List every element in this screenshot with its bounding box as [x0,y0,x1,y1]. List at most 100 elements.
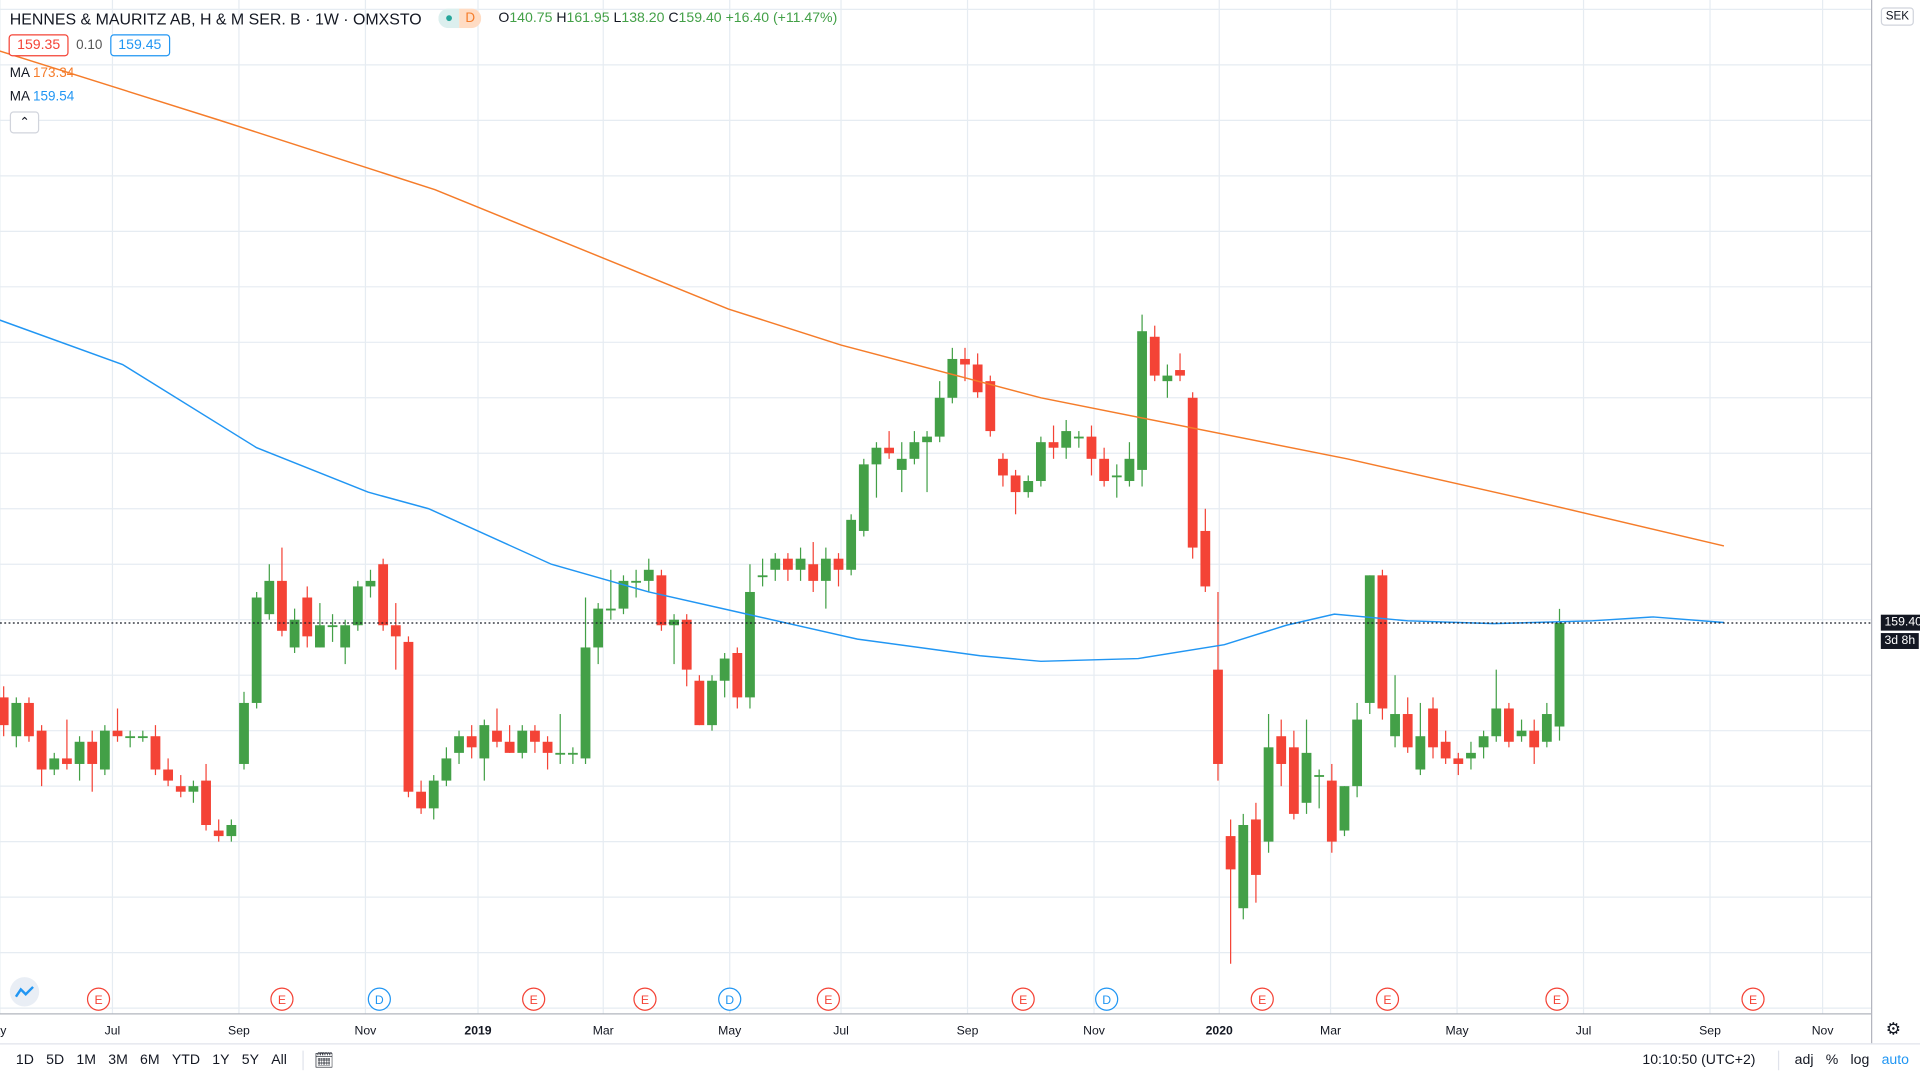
candle [1200,508,1211,592]
ma-label: MA [9,89,30,105]
candle [770,553,781,581]
candle [87,730,98,792]
candle-body [1364,575,1375,703]
currency-badge[interactable]: SEK [1880,7,1914,26]
earnings-marker[interactable]: E [633,987,657,1011]
ma-legend-2[interactable]: MA 159.54 [10,89,74,104]
scale-option-adj[interactable]: adj [1794,1053,1814,1068]
range-button-1m[interactable]: 1M [76,1053,96,1068]
candle-body [416,791,426,809]
candle-body [99,730,110,770]
candle [441,747,452,787]
candle [922,431,932,493]
candle [403,636,414,798]
candle-body [1516,730,1527,737]
candle [732,647,743,709]
price-axis[interactable] [1871,0,1920,1044]
candle-body [24,702,34,737]
candle [1402,697,1413,753]
earnings-marker[interactable]: E [270,987,294,1011]
candle-body [643,569,654,581]
x-tick-label: Sep [228,1024,250,1038]
candle-body [74,741,85,764]
candle-body [1023,481,1034,493]
candle [1225,819,1236,964]
candle [1554,608,1565,741]
candle-body [390,625,401,637]
candle [1504,702,1514,748]
earnings-marker[interactable]: E [1741,987,1765,1011]
symbol-title[interactable]: HENNES & MAURITZ AB, H & M SER. B · 1W ·… [9,9,422,28]
dividend-marker[interactable]: D [367,987,391,1011]
ma-label: MA [9,66,30,81]
event-circle [1741,987,1765,1011]
candle-body [1276,736,1287,764]
candle [757,558,768,587]
range-button-3m[interactable]: 3M [108,1053,128,1068]
settings-gear-icon[interactable]: ⚙ [1885,1018,1902,1039]
low-value: 138.20 [621,11,665,26]
chevron-up-icon[interactable]: ⌃ [9,111,40,134]
candle [0,686,9,737]
candle-body [542,741,553,753]
earnings-marker[interactable]: E [1250,987,1274,1011]
candle [1023,475,1034,498]
ma-legend-1[interactable]: MA 173.34 [10,66,74,81]
candle [1314,769,1325,809]
range-button-all[interactable]: All [271,1053,287,1068]
candle [567,747,578,764]
bid-price[interactable]: 159.35 [8,34,69,57]
candle-body [1073,436,1084,439]
high-value: 161.95 [566,11,610,26]
candle [315,603,325,648]
spread: 0.10 [76,37,103,53]
scale-option-percent[interactable]: % [1825,1053,1839,1068]
candle-body [403,641,414,792]
exchange: OMXSTO [352,9,422,28]
candle-body [327,625,338,628]
close-label: C [668,11,679,26]
candle-body [820,558,831,581]
range-button-5y[interactable]: 5Y [241,1053,259,1068]
earnings-marker[interactable]: E [1011,987,1035,1011]
clock-time[interactable]: 10:10:50 (UTC+2) [1642,1053,1756,1068]
earnings-marker[interactable]: E [1545,987,1569,1011]
candle-body [150,736,161,770]
candle-body [163,769,174,781]
range-button-1d[interactable]: 1D [15,1053,34,1068]
earnings-marker[interactable]: E [1375,987,1400,1011]
range-button-1y[interactable]: 1Y [212,1053,230,1068]
market-status-pill[interactable]: ● D [438,8,482,29]
candle-body [49,758,60,770]
last-price-tag: 159.40 [1880,614,1920,631]
candle [719,653,730,698]
symbol-name: HENNES & MAURITZ AB, H & M SER. B [9,9,301,28]
range-button-ytd[interactable]: YTD [171,1053,201,1068]
range-button-5d[interactable]: 5D [46,1053,65,1068]
earnings-marker[interactable]: E [816,987,841,1011]
earnings-marker[interactable]: E [86,987,111,1011]
tradingview-logo-icon[interactable] [9,977,40,1007]
candle [302,586,313,648]
change-value: +16.40 (+11.47%) [725,11,838,26]
price-chart[interactable]: 90.00100.00110.00120.00130.00140.00150.0… [0,0,1872,1043]
candle-body [858,464,869,531]
candle [1162,364,1173,398]
event-circle [1545,987,1569,1011]
ask-price[interactable]: 159.45 [109,34,170,57]
calendar-goto-icon[interactable]: 🗓 [313,1050,335,1069]
open-label: O [498,11,510,26]
candle-body [1175,370,1185,376]
range-button-6m[interactable]: 6M [140,1053,160,1068]
candle [1276,719,1287,787]
candle [681,614,692,687]
candle-body [201,780,211,825]
scale-option-log[interactable]: log [1850,1053,1870,1068]
dividend-marker[interactable]: D [718,987,742,1011]
candle [1073,431,1084,448]
dividend-marker[interactable]: D [1095,987,1119,1011]
earnings-marker[interactable]: E [522,987,546,1011]
candle [947,347,958,404]
scale-option-auto[interactable]: auto [1881,1053,1909,1068]
event-label: E [1019,993,1027,1007]
